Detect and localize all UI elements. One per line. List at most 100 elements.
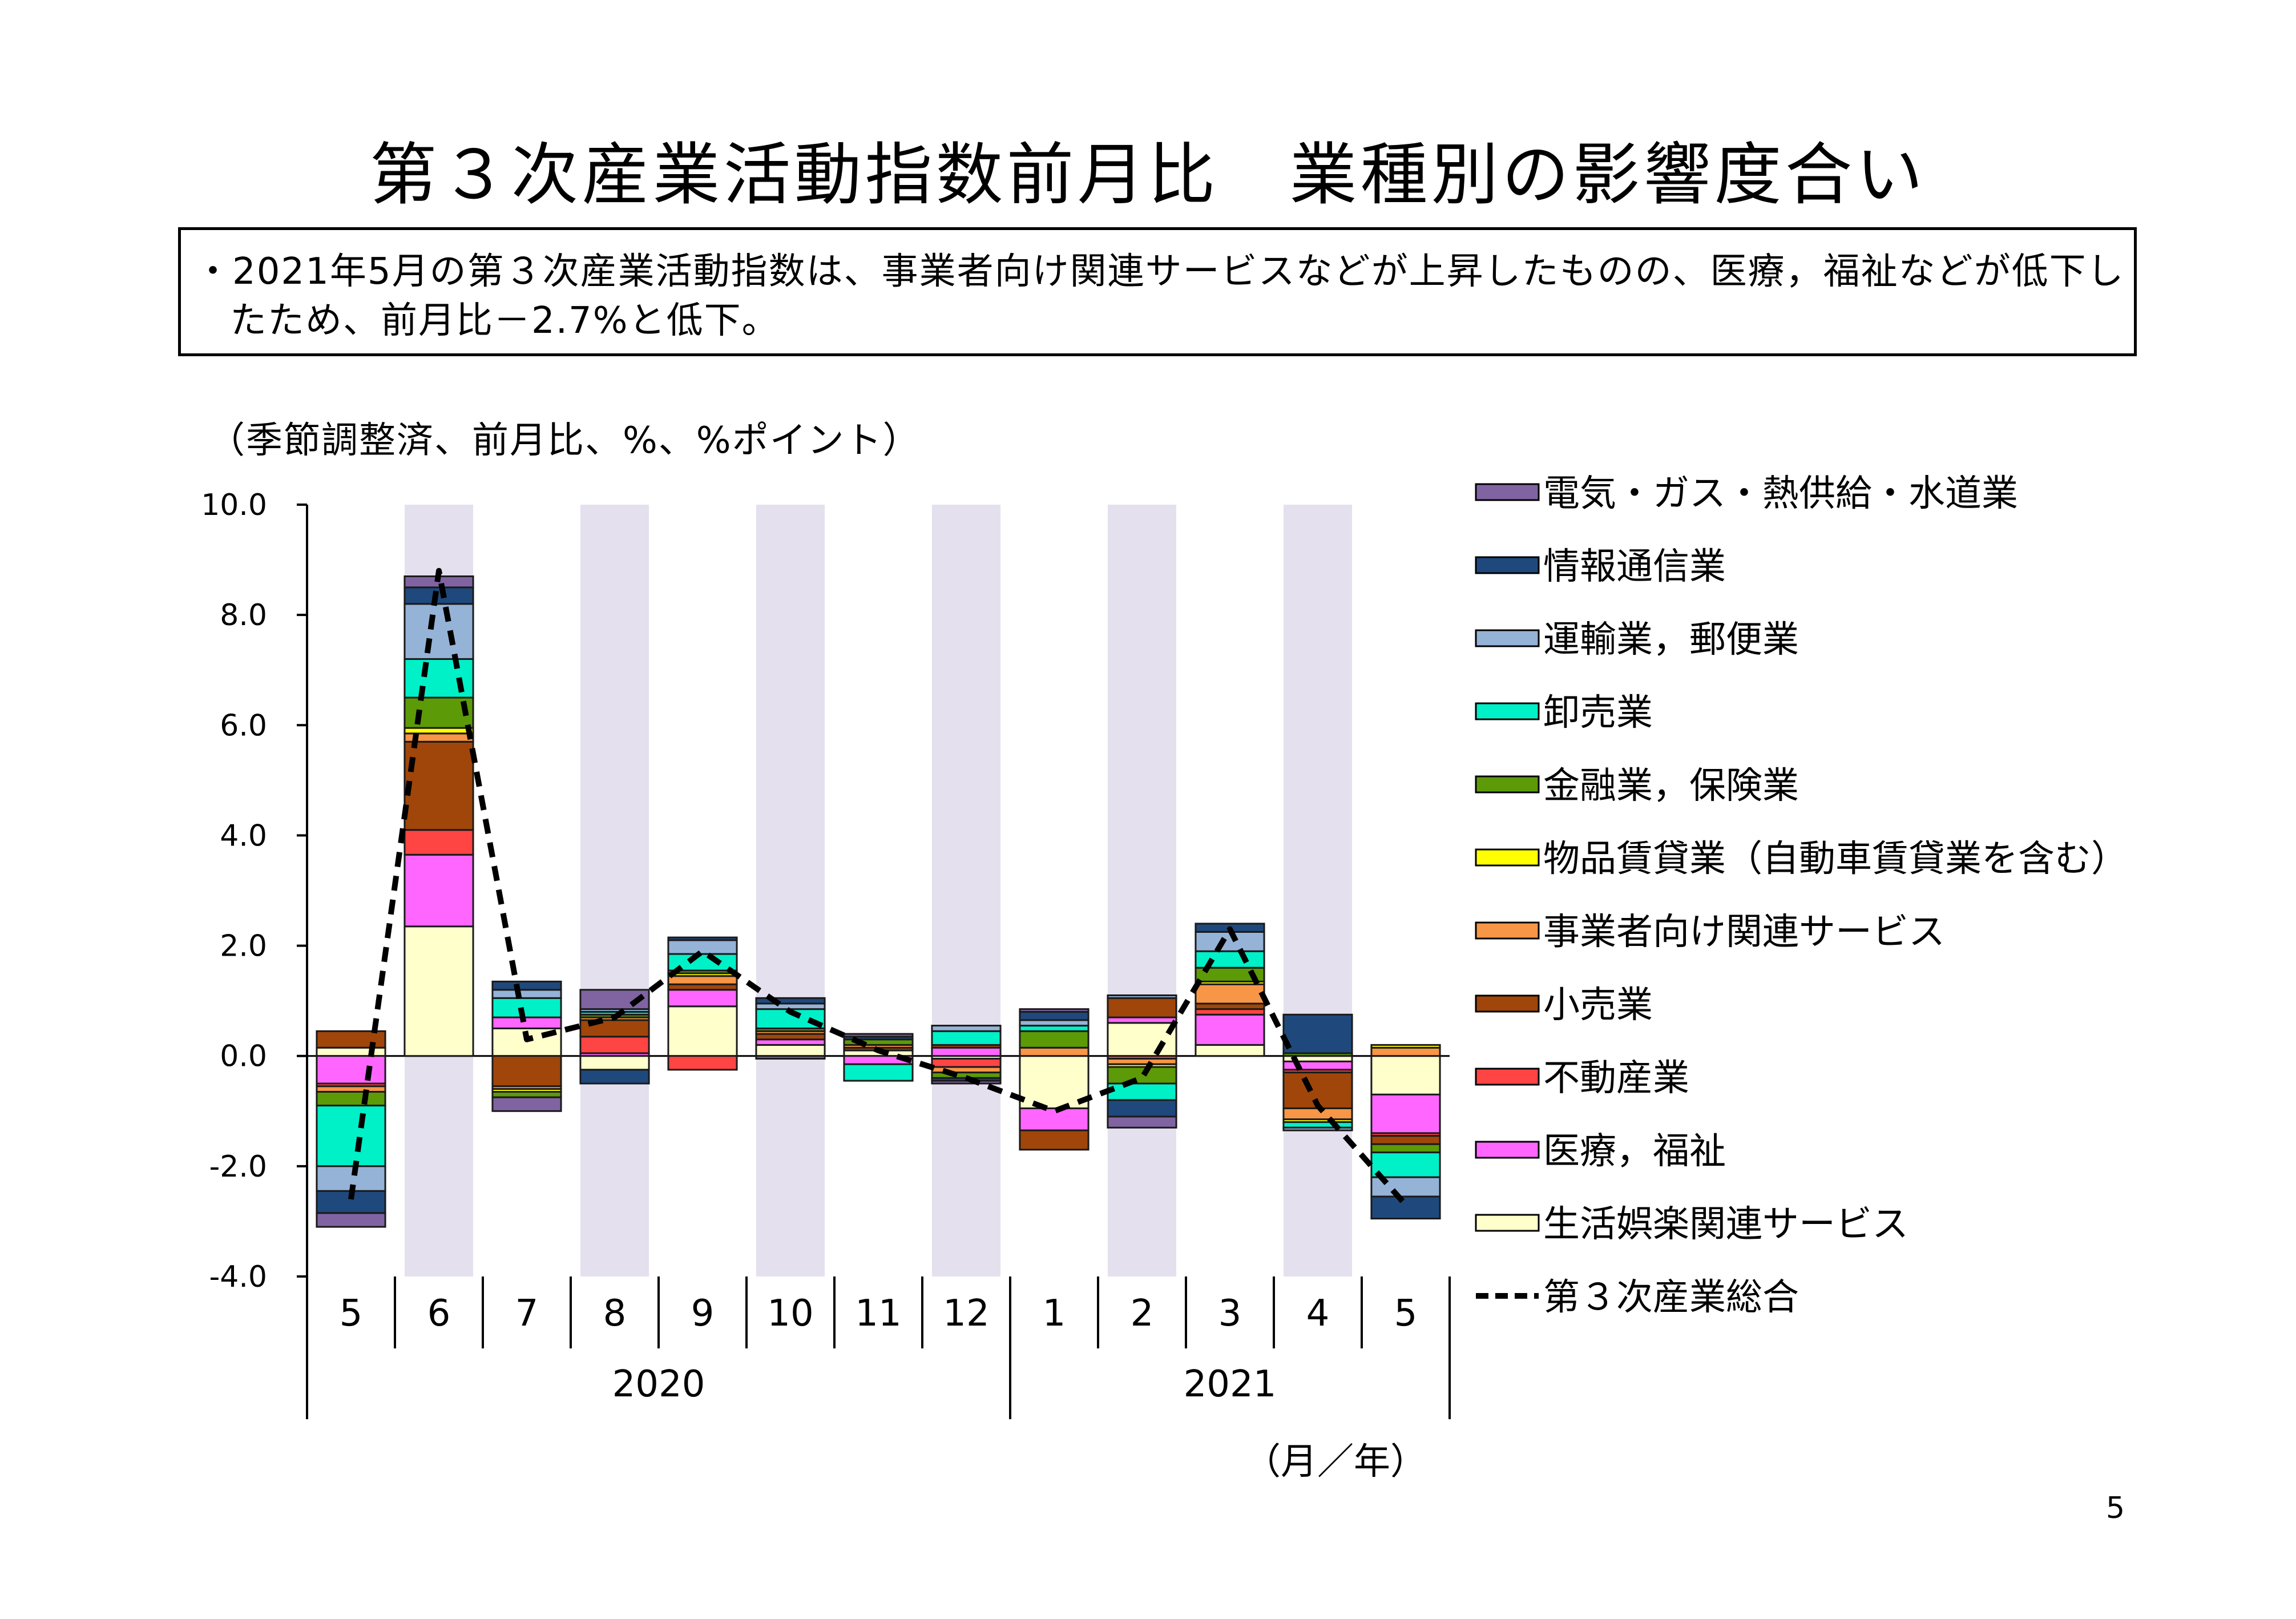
legend-label: 物品賃貸業（自動車賃貸業を含む）	[1543, 838, 2128, 880]
bar-segment	[491, 1016, 562, 1029]
bar-segment	[491, 980, 562, 991]
y-tick-label: 0.0	[220, 1040, 267, 1074]
legend-swatch	[1475, 921, 1540, 940]
bar-segment	[1107, 994, 1177, 999]
legend-swatch	[1475, 556, 1540, 574]
bar-layer	[316, 575, 1441, 1228]
bar-segment	[1282, 1126, 1353, 1131]
bar-segment	[579, 1069, 650, 1085]
bar-segment	[491, 989, 562, 999]
x-axis-unit: （月／年）	[1244, 1441, 1427, 1483]
bar-segment	[1107, 1115, 1177, 1129]
bar-segment	[843, 1063, 914, 1082]
legend-swatch	[1475, 702, 1540, 720]
bar-segment	[403, 603, 474, 660]
bar-segment	[316, 1090, 386, 1107]
bar-segment	[1019, 1046, 1090, 1057]
legend-swatch	[1475, 775, 1540, 794]
y-tick-label: 6.0	[220, 708, 267, 743]
legend-swatch	[1475, 1141, 1540, 1159]
legend-swatch	[1475, 629, 1540, 647]
bar-segment	[1107, 1099, 1177, 1118]
bar-segment	[1019, 1129, 1090, 1151]
legend-label: 第３次産業総合	[1543, 1276, 1799, 1319]
year-label: 2020	[612, 1363, 705, 1405]
legend-label: 情報通信業	[1543, 546, 1726, 588]
bar-segment	[1195, 1013, 1265, 1046]
month-label: 9	[691, 1292, 715, 1335]
bar-segment	[316, 1212, 386, 1228]
bar-segment	[1019, 1030, 1090, 1049]
legend-label: 事業者向け関連サービス	[1543, 911, 1945, 953]
legend-swatch	[1475, 994, 1540, 1013]
summary-text: ・2021年5月の第３次産業活動指数は、事業者向け関連サービスなどが上昇したもの…	[195, 251, 2125, 342]
bar-segment	[1370, 1143, 1441, 1154]
bar-segment	[667, 975, 738, 985]
bar-segment	[1370, 1195, 1441, 1220]
bar-segment	[1370, 1044, 1441, 1049]
legend-label: 電気・ガス・熱供給・水道業	[1543, 473, 2018, 515]
bar-segment	[667, 989, 738, 1008]
month-label: 2	[1131, 1292, 1154, 1335]
legend-label: 生活娯楽関連サービス	[1543, 1203, 1908, 1246]
bar-segment	[931, 1080, 1002, 1085]
bar-segment	[843, 1033, 914, 1038]
bar-segment	[403, 740, 474, 831]
shade-band	[931, 505, 1001, 1276]
month-label: 11	[855, 1292, 901, 1335]
legend-swatch	[1475, 483, 1540, 501]
legend-label: 医療，福祉	[1543, 1130, 1726, 1173]
month-label: 7	[515, 1292, 539, 1335]
month-label: 3	[1218, 1292, 1242, 1335]
total-line-layer	[348, 567, 1408, 1207]
bar-segment	[1107, 1066, 1177, 1085]
page-title: 第３次産業活動指数前月比 業種別の影響度合い	[369, 135, 1927, 214]
month-label: 4	[1306, 1292, 1330, 1335]
month-label: 5	[1394, 1292, 1418, 1335]
y-tick-label: 8.0	[220, 598, 267, 633]
bar-segment	[491, 1096, 562, 1112]
bar-segment	[1195, 1044, 1265, 1057]
month-label: 5	[340, 1292, 363, 1335]
bar-segment	[1370, 1093, 1441, 1134]
bar-segment	[1019, 1008, 1090, 1013]
summary-box: ・2021年5月の第３次産業活動指数は、事業者向け関連サービスなどが上昇したもの…	[178, 227, 2137, 356]
page-number: 5	[2106, 1491, 2125, 1525]
bar-segment	[1019, 1010, 1090, 1021]
bar-segment	[403, 586, 474, 605]
bar-segment	[1282, 1013, 1353, 1054]
bar-segment	[1370, 1046, 1441, 1057]
bar-segment	[667, 939, 738, 955]
bar-segment	[316, 1055, 386, 1085]
bar-segment	[1019, 1107, 1090, 1131]
shade-band	[1107, 505, 1177, 1276]
bar-segment	[931, 1058, 1002, 1068]
y-tick-label: 10.0	[201, 488, 267, 522]
bar-segment	[1370, 1135, 1441, 1145]
bar-segment	[931, 1025, 1002, 1032]
bar-segment	[1107, 1022, 1177, 1057]
month-label: 1	[1043, 1292, 1066, 1335]
shade-band	[580, 505, 649, 1276]
bar-segment	[579, 1055, 650, 1071]
legend-label: 小売業	[1543, 984, 1653, 1026]
shade-band	[1283, 505, 1353, 1276]
y-tick-label: 2.0	[220, 929, 267, 964]
bar-segment	[579, 1036, 650, 1054]
legend: 電気・ガス・熱供給・水道業情報通信業運輸業，郵便業卸売業金融業，保険業物品賃貸業…	[1475, 473, 2128, 1319]
bar-segment	[1282, 1107, 1353, 1121]
legend-swatch	[1475, 1068, 1540, 1086]
bar-segment	[1107, 1082, 1177, 1101]
bar-segment	[931, 1046, 1002, 1057]
bar-segment	[491, 1055, 562, 1088]
unit-note: （季節調整済、前月比、%、%ポイント）	[208, 420, 921, 462]
legend-label: 運輸業，郵便業	[1543, 619, 1799, 661]
shade-layer	[404, 505, 1353, 1276]
bar-segment	[403, 829, 474, 856]
tick-label-layer: -4.0-2.00.02.04.06.08.010.05 6 7 8 9 10 11 12 1 2…	[201, 488, 1427, 1483]
bar-segment	[667, 936, 738, 941]
legend-swatch	[1475, 848, 1540, 867]
bar-segment	[931, 1030, 1002, 1046]
bar-segment	[316, 1046, 386, 1057]
